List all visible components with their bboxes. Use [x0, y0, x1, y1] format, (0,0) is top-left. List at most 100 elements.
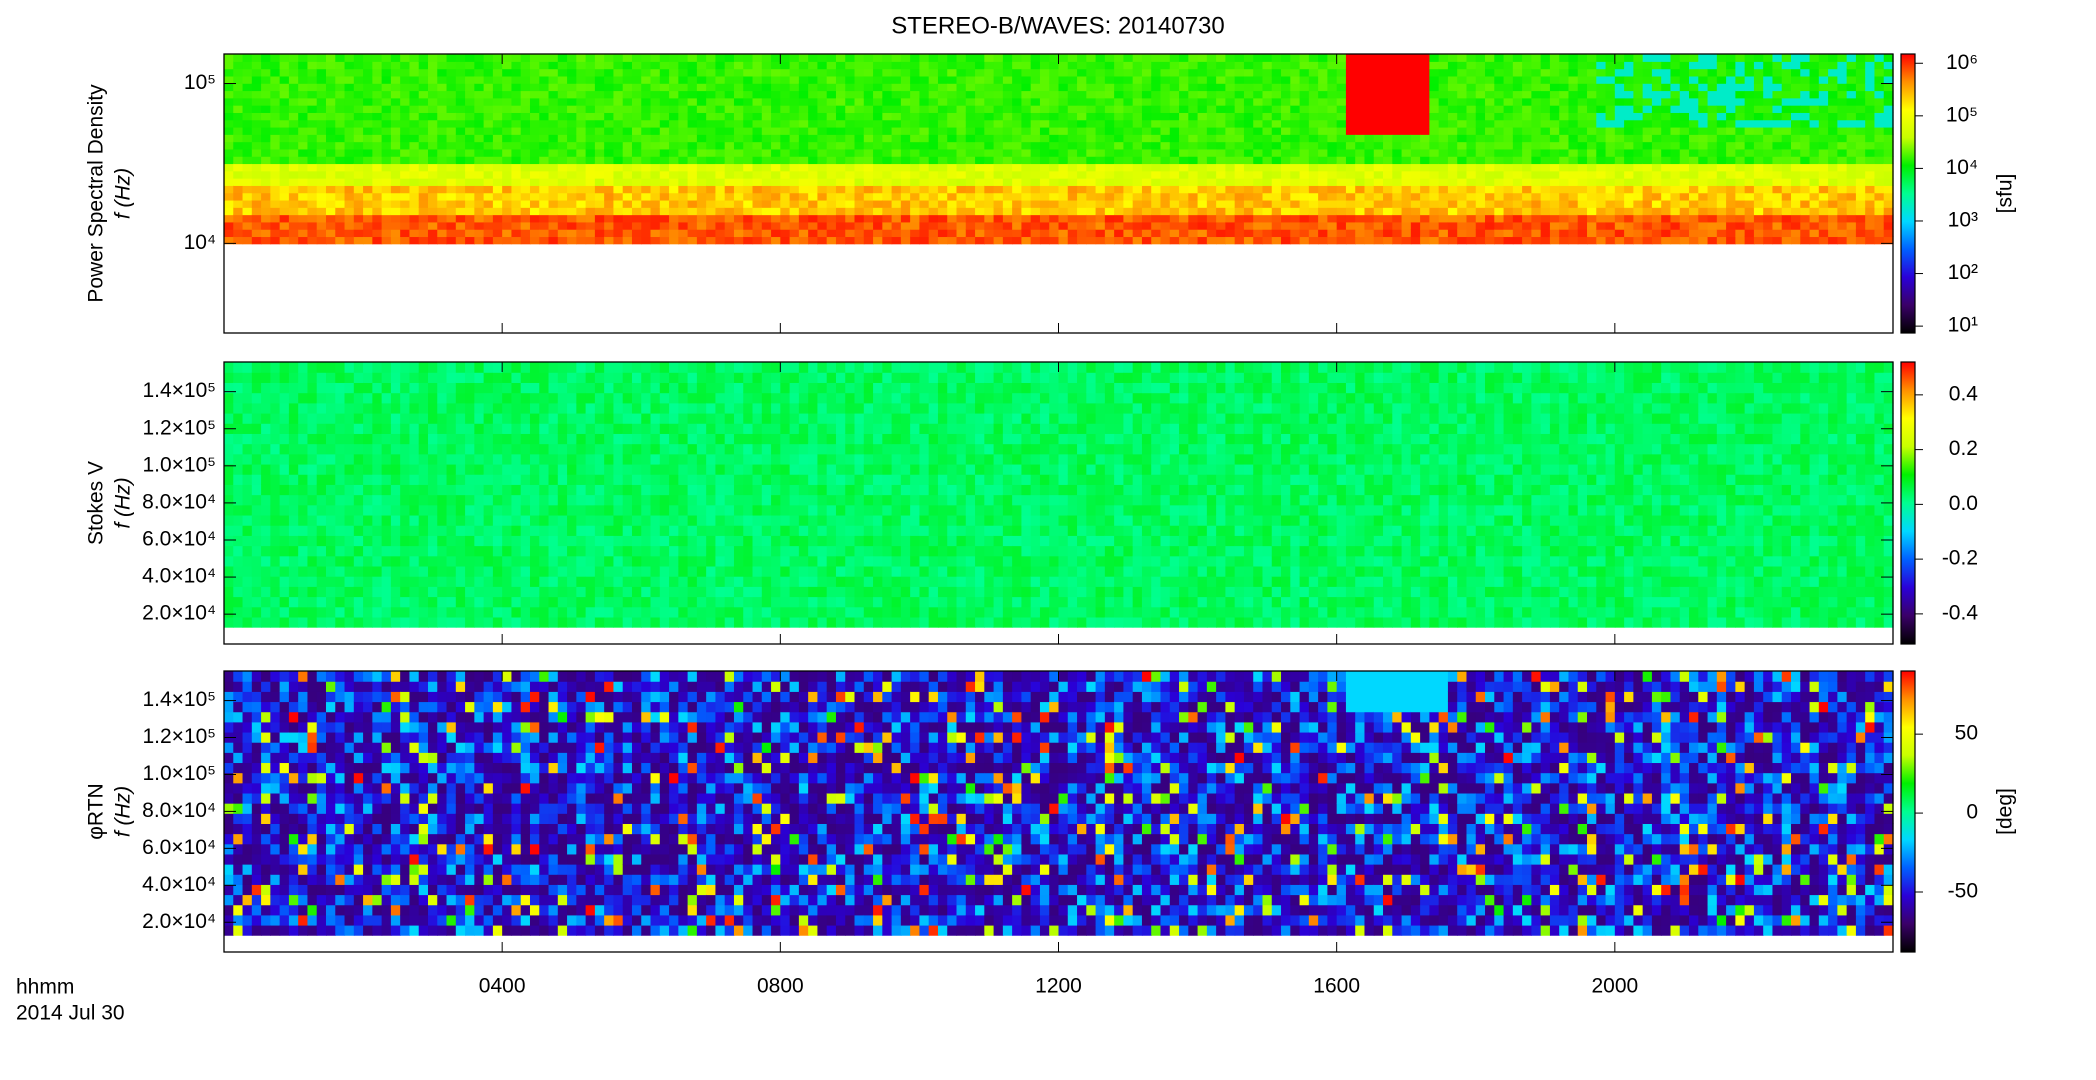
heatmap-cell	[307, 392, 318, 404]
heatmap-cell	[585, 141, 596, 150]
heatmap-cell	[242, 484, 253, 496]
heatmap-cell	[1160, 185, 1171, 194]
heatmap-cell	[613, 141, 624, 150]
heatmap-cell	[687, 83, 698, 92]
heatmap-cell	[1726, 178, 1736, 186]
heatmap-cell	[1485, 90, 1495, 99]
heatmap-cell	[622, 105, 633, 113]
heatmap-cell	[1846, 199, 1857, 208]
heatmap-cell	[863, 221, 874, 230]
heatmap-cell	[1791, 192, 1801, 201]
heatmap-cell	[363, 83, 373, 92]
heatmap-cell	[224, 463, 234, 475]
heatmap-cell	[1828, 178, 1838, 186]
heatmap-cell	[1345, 170, 1356, 179]
heatmap-cell	[251, 433, 262, 445]
heatmap-cell	[251, 105, 262, 113]
heatmap-cell	[1503, 156, 1514, 165]
heatmap-cell	[1438, 97, 1449, 106]
heatmap-cell	[1132, 229, 1143, 238]
heatmap-cell	[288, 75, 299, 84]
heatmap-cell	[1809, 61, 1820, 70]
heatmap-cell	[873, 61, 883, 70]
heatmap-cell	[1837, 75, 1848, 84]
heatmap-cell	[1114, 61, 1124, 70]
heatmap-cell	[409, 61, 420, 70]
heatmap-cell	[1726, 61, 1736, 70]
heatmap-cell	[1791, 75, 1801, 84]
heatmap-cell	[437, 61, 448, 70]
heatmap-cell	[1466, 229, 1477, 238]
heatmap-cell	[335, 75, 346, 84]
heatmap-cell	[733, 61, 744, 70]
heatmap-cell	[270, 535, 281, 547]
heatmap-cell	[446, 214, 457, 223]
heatmap-cell	[1188, 185, 1199, 194]
heatmap-cell	[863, 119, 874, 128]
heatmap-cell	[1169, 90, 1180, 99]
heatmap-cell	[1800, 97, 1811, 106]
heatmap-cell	[863, 207, 874, 216]
heatmap-cell	[261, 97, 271, 106]
heatmap-cell	[1318, 207, 1328, 216]
heatmap-cell	[1345, 119, 1356, 128]
heatmap-cell	[1049, 221, 1060, 230]
heatmap-cell	[1364, 185, 1375, 194]
heatmap-cell	[622, 119, 633, 128]
heatmap-cell	[1049, 236, 1060, 245]
heatmap-cell	[1522, 148, 1532, 157]
heatmap-cell	[1503, 163, 1514, 172]
heatmap-cell	[1429, 61, 1440, 70]
heatmap-cell	[1392, 75, 1403, 84]
heatmap-cell	[233, 443, 244, 455]
heatmap-cell	[409, 83, 420, 92]
heatmap-cell	[1485, 112, 1495, 121]
heatmap-cell	[520, 221, 531, 230]
heatmap-cell	[288, 236, 299, 245]
heatmap-cell	[446, 141, 457, 150]
heatmap-cell	[483, 207, 494, 216]
heatmap-cell	[539, 192, 550, 201]
heatmap-cell	[1281, 75, 1291, 84]
heatmap-cell	[1503, 192, 1514, 201]
heatmap-cell	[1837, 112, 1848, 121]
heatmap-cell	[335, 105, 346, 113]
heatmap-cell	[965, 214, 976, 223]
heatmap-cell	[1605, 229, 1616, 238]
heatmap-cell	[548, 75, 559, 84]
heatmap-cell	[455, 105, 466, 113]
heatmap-cell	[771, 236, 781, 245]
heatmap-cell	[724, 119, 735, 128]
heatmap-cell	[1420, 229, 1430, 238]
heatmap-cell	[1485, 229, 1495, 238]
heatmap-cell	[817, 83, 828, 92]
heatmap-cell	[1726, 192, 1736, 201]
heatmap-cell	[492, 185, 503, 194]
heatmap-cell	[1624, 112, 1634, 121]
heatmap-cell	[1846, 221, 1857, 230]
heatmap-cell	[1744, 112, 1755, 121]
heatmap-cell	[1123, 229, 1134, 238]
heatmap-cell	[947, 141, 958, 150]
heatmap-cell	[298, 372, 309, 383]
heatmap-cell	[1651, 236, 1662, 245]
heatmap-cell	[1568, 192, 1579, 201]
heatmap-cell	[641, 112, 652, 121]
heatmap-cell	[873, 192, 883, 201]
heatmap-cell	[1179, 185, 1189, 194]
heatmap-cell	[631, 68, 642, 77]
heatmap-cell	[900, 141, 911, 150]
heatmap-cell	[344, 126, 355, 135]
heatmap-cell	[1457, 229, 1468, 238]
heatmap-cell	[1837, 207, 1848, 216]
heatmap-cell	[1271, 97, 1282, 106]
heatmap-cell	[817, 54, 828, 62]
heatmap-cell	[381, 163, 392, 172]
heatmap-cell	[576, 185, 587, 194]
heatmap-cell	[1522, 156, 1532, 165]
heatmap-cell	[316, 90, 327, 99]
heatmap-cell	[1846, 61, 1857, 70]
heatmap-cell	[1707, 119, 1718, 128]
heatmap-cell	[1855, 207, 1866, 216]
heatmap-cell	[771, 75, 781, 84]
